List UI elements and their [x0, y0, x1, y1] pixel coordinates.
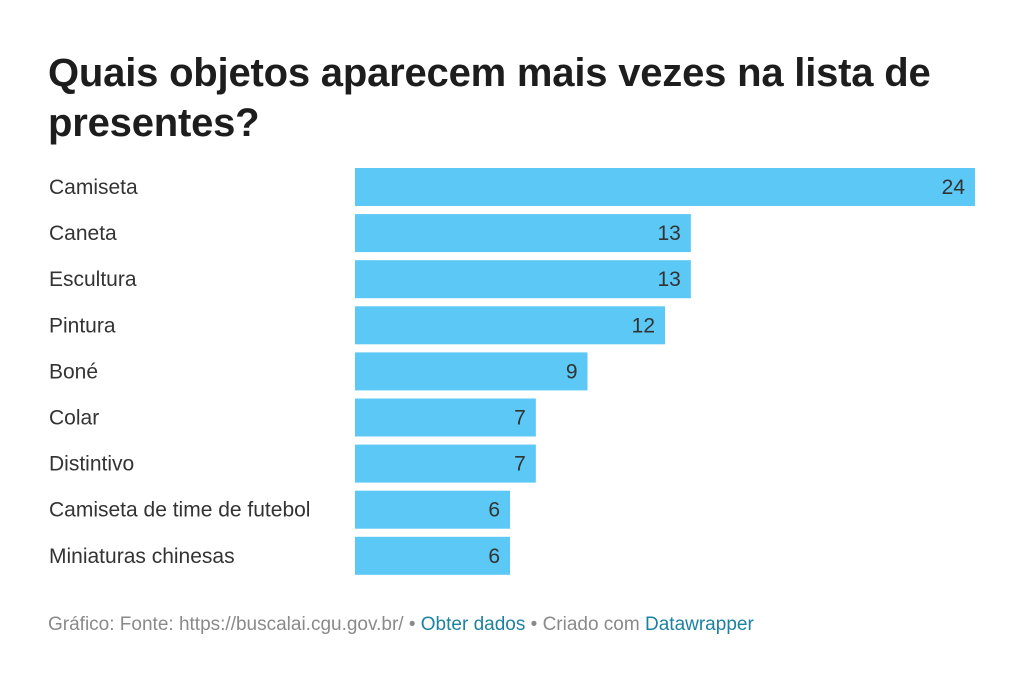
bar-chart: Camiseta 24 Caneta 13 Escultura 13 Pintura 12 Bo… — [49, 168, 975, 575]
bar — [355, 306, 665, 345]
value-label: 6 — [488, 499, 500, 522]
bar — [355, 536, 510, 575]
value-label: 7 — [514, 407, 526, 430]
footer-separator: • — [408, 614, 416, 635]
value-label: 13 — [657, 222, 680, 245]
value-label: 24 — [942, 176, 966, 199]
get-data-link[interactable]: Obter dados — [420, 614, 526, 635]
created-with-text: Criado com — [542, 614, 640, 635]
bar — [355, 214, 691, 253]
category-label: Miniaturas chinesas — [49, 545, 235, 568]
value-label: 9 — [566, 360, 578, 383]
bar — [355, 352, 588, 391]
bar — [355, 490, 510, 529]
source-text: Gráfico: Fonte: https://buscalai.cgu.gov… — [48, 614, 404, 635]
category-label: Colar — [49, 407, 99, 430]
chart-footer: Gráfico: Fonte: https://buscalai.cgu.gov… — [48, 614, 754, 636]
value-label: 7 — [514, 453, 526, 476]
value-label: 6 — [488, 545, 500, 568]
category-label: Pintura — [49, 314, 116, 337]
datawrapper-link[interactable]: Datawrapper — [645, 614, 754, 635]
category-label: Boné — [49, 360, 98, 383]
value-label: 12 — [632, 314, 655, 337]
bar — [355, 444, 536, 483]
footer-separator: • — [530, 614, 538, 635]
chart-title: Quais objetos aparecem mais vezes na lis… — [48, 51, 931, 145]
category-label: Camiseta de time de futebol — [49, 499, 310, 522]
category-label: Escultura — [49, 268, 137, 291]
bar — [355, 398, 536, 437]
value-label: 13 — [657, 268, 680, 291]
bar — [355, 260, 691, 299]
category-label: Camiseta — [49, 176, 138, 199]
category-label: Caneta — [49, 222, 117, 245]
category-label: Distintivo — [49, 453, 134, 476]
bar — [355, 168, 975, 206]
